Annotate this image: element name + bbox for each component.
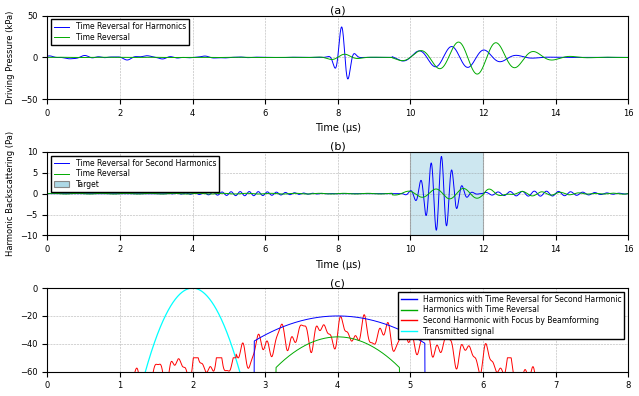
- Transmitted signal: [578, 372, 585, 377]
- Time Reversal: [73, 191, 81, 196]
- Time Reversal: [254, 55, 261, 60]
- Transmitted signal: [288, 372, 295, 377]
- Time Reversal: [624, 55, 632, 60]
- Transmitted signal: [320, 372, 327, 377]
- Time Reversal for Harmonics: [254, 55, 261, 59]
- Harmonics with Time Reversal for Second Harmonic: [43, 372, 51, 377]
- Time Reversal for Second Harmonics: [387, 191, 395, 196]
- Time Reversal: [413, 192, 420, 197]
- Harmonics with Time Reversal for Second Harmonic: [334, 314, 341, 318]
- Transmitted signal: [43, 372, 51, 377]
- Time Reversal for Second Harmonics: [254, 190, 261, 194]
- Time Reversal for Harmonics: [387, 55, 395, 60]
- Line: Time Reversal for Harmonics: Time Reversal for Harmonics: [47, 27, 628, 79]
- Time Reversal: [413, 50, 420, 55]
- Time Reversal: [254, 192, 261, 196]
- Second Harmonic with Focus by Beamforming: [288, 335, 295, 340]
- Time Reversal for Second Harmonics: [433, 228, 440, 232]
- Time Reversal: [73, 55, 81, 60]
- Harmonics with Time Reversal for Second Harmonic: [624, 372, 632, 377]
- Time Reversal for Second Harmonics: [505, 190, 513, 194]
- Transmitted signal: [624, 372, 632, 377]
- Bar: [410, 152, 483, 236]
- Time Reversal: [455, 40, 463, 44]
- Time Reversal: [459, 186, 467, 191]
- Second Harmonic with Focus by Beamforming: [578, 372, 585, 377]
- Time Reversal: [474, 72, 482, 76]
- Time Reversal for Second Harmonics: [438, 154, 445, 159]
- Transmitted signal: [466, 372, 473, 377]
- Time Reversal for Harmonics: [338, 25, 346, 29]
- Harmonics with Time Reversal: [624, 372, 632, 377]
- Harmonics with Time Reversal: [43, 372, 51, 377]
- Line: Harmonics with Time Reversal: Harmonics with Time Reversal: [47, 337, 628, 375]
- Second Harmonic with Focus by Beamforming: [624, 372, 632, 377]
- Legend: Time Reversal for Second Harmonics, Time Reversal, Target: Time Reversal for Second Harmonics, Time…: [51, 156, 219, 192]
- Title: (c): (c): [330, 278, 345, 288]
- Harmonics with Time Reversal for Second Harmonic: [288, 321, 295, 326]
- Transmitted signal: [292, 372, 300, 377]
- Harmonics with Time Reversal: [288, 352, 295, 356]
- Time Reversal: [43, 191, 51, 196]
- Second Harmonic with Focus by Beamforming: [466, 344, 473, 348]
- Harmonics with Time Reversal: [320, 336, 327, 341]
- Second Harmonic with Focus by Beamforming: [292, 339, 300, 344]
- Title: (a): (a): [330, 6, 346, 15]
- Time Reversal: [505, 61, 513, 66]
- Line: Harmonics with Time Reversal for Second Harmonic: Harmonics with Time Reversal for Second …: [47, 316, 628, 375]
- Legend: Harmonics with Time Reversal for Second Harmonic, Harmonics with Time Reversal, : Harmonics with Time Reversal for Second …: [398, 292, 624, 339]
- Harmonics with Time Reversal for Second Harmonic: [320, 314, 327, 319]
- Transmitted signal: [606, 372, 614, 377]
- Second Harmonic with Focus by Beamforming: [43, 372, 51, 377]
- Line: Time Reversal: Time Reversal: [47, 188, 628, 199]
- Harmonics with Time Reversal for Second Harmonic: [606, 372, 614, 377]
- Y-axis label: Harmonic Backscattering (Pa): Harmonic Backscattering (Pa): [6, 131, 15, 256]
- X-axis label: Time (µs): Time (µs): [315, 260, 361, 270]
- Y-axis label: Driving Pressure (kPa): Driving Pressure (kPa): [6, 11, 15, 104]
- Time Reversal for Harmonics: [43, 54, 51, 59]
- Time Reversal: [43, 55, 51, 60]
- Time Reversal: [387, 191, 395, 196]
- Line: Time Reversal: Time Reversal: [47, 42, 628, 74]
- X-axis label: Time (µs): Time (µs): [315, 124, 361, 133]
- Harmonics with Time Reversal: [466, 372, 473, 377]
- Time Reversal for Second Harmonics: [43, 191, 51, 196]
- Time Reversal: [473, 72, 481, 76]
- Second Harmonic with Focus by Beamforming: [360, 312, 368, 317]
- Time Reversal: [446, 196, 454, 201]
- Title: (b): (b): [330, 142, 346, 152]
- Time Reversal: [505, 192, 513, 196]
- Time Reversal for Harmonics: [624, 55, 632, 60]
- Time Reversal for Second Harmonics: [73, 191, 81, 196]
- Time Reversal for Harmonics: [505, 55, 513, 60]
- Time Reversal for Harmonics: [344, 76, 351, 81]
- Line: Second Harmonic with Focus by Beamforming: Second Harmonic with Focus by Beamformin…: [47, 315, 628, 375]
- Second Harmonic with Focus by Beamforming: [320, 323, 327, 327]
- Legend: Time Reversal for Harmonics, Time Reversal: Time Reversal for Harmonics, Time Revers…: [51, 19, 189, 45]
- Line: Transmitted signal: Transmitted signal: [47, 288, 628, 375]
- Line: Time Reversal for Second Harmonics: Time Reversal for Second Harmonics: [47, 156, 628, 230]
- Time Reversal: [624, 191, 632, 196]
- Harmonics with Time Reversal: [578, 372, 585, 377]
- Transmitted signal: [189, 286, 196, 290]
- Time Reversal: [474, 196, 482, 200]
- Time Reversal for Harmonics: [474, 52, 482, 57]
- Harmonics with Time Reversal: [334, 335, 341, 339]
- Harmonics with Time Reversal for Second Harmonic: [578, 372, 585, 377]
- Harmonics with Time Reversal for Second Harmonic: [466, 372, 473, 377]
- Time Reversal: [387, 55, 395, 60]
- Time Reversal for Harmonics: [413, 50, 420, 54]
- Harmonics with Time Reversal: [606, 372, 614, 377]
- Harmonics with Time Reversal for Second Harmonic: [292, 320, 300, 325]
- Time Reversal for Harmonics: [73, 56, 81, 61]
- Time Reversal for Second Harmonics: [413, 198, 420, 203]
- Time Reversal for Second Harmonics: [474, 192, 482, 196]
- Second Harmonic with Focus by Beamforming: [606, 372, 614, 377]
- Time Reversal for Second Harmonics: [624, 191, 632, 196]
- Harmonics with Time Reversal: [292, 348, 300, 353]
